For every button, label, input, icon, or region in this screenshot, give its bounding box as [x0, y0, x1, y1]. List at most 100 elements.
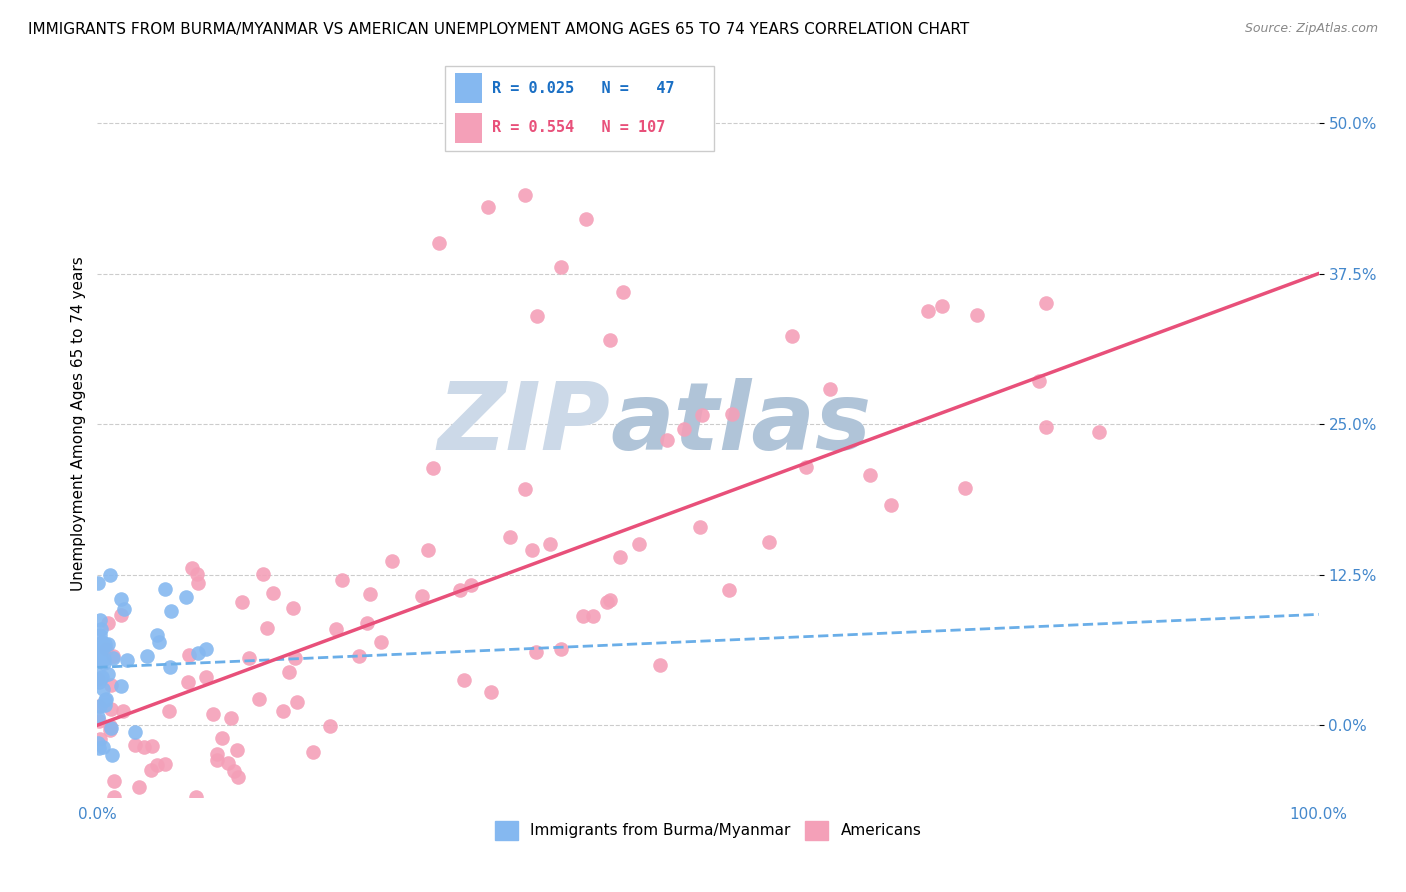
Point [86, 672, 108, 686]
Point [416, 543, 439, 558]
Point [449, 583, 471, 598]
Point [96, 691, 118, 706]
Point [370, 635, 392, 649]
Point [252, 567, 274, 582]
Point [157, 704, 180, 718]
Point [87, 675, 110, 690]
Point [89, 648, 111, 663]
Point [201, 707, 224, 722]
Point [609, 549, 631, 564]
Point [160, 604, 183, 618]
Point [550, 260, 572, 275]
Point [582, 609, 605, 624]
Point [931, 300, 953, 314]
Bar [456, 112, 482, 143]
Point [650, 658, 672, 673]
Point [256, 621, 278, 635]
Point [818, 382, 841, 396]
Point [93, 656, 115, 670]
Point [86, 668, 108, 682]
Point [966, 308, 988, 322]
Point [538, 537, 561, 551]
Point [231, 595, 253, 609]
Point [128, 780, 150, 795]
Point [575, 212, 598, 227]
Point [262, 586, 284, 600]
Point [657, 433, 679, 447]
Point [87, 736, 110, 750]
Point [195, 671, 218, 685]
Point [177, 675, 200, 690]
Text: IMMIGRANTS FROM BURMA/MYANMAR VS AMERICAN UNEMPLOYMENT AMONG AGES 65 TO 74 YEARS: IMMIGRANTS FROM BURMA/MYANMAR VS AMERICA… [28, 22, 969, 37]
Point [103, 774, 125, 789]
Point [325, 622, 347, 636]
Bar [456, 73, 482, 103]
Point [89, 732, 111, 747]
Point [90, 623, 112, 637]
Point [89, 672, 111, 686]
Legend: Immigrants from Burma/Myanmar, Americans: Immigrants from Burma/Myanmar, Americans [488, 815, 928, 846]
Point [499, 530, 522, 544]
Point [221, 711, 243, 725]
Text: R = 0.025   N =   47: R = 0.025 N = 47 [492, 80, 675, 95]
Point [599, 333, 621, 347]
Point [148, 635, 170, 649]
Point [91, 640, 114, 655]
Point [153, 582, 176, 596]
Point [176, 590, 198, 604]
Text: R = 0.554   N = 107: R = 0.554 N = 107 [492, 120, 665, 135]
Point [91, 739, 114, 754]
Point [859, 468, 882, 483]
Point [917, 303, 939, 318]
Point [89, 613, 111, 627]
Point [211, 731, 233, 745]
Point [100, 678, 122, 692]
Point [1028, 374, 1050, 388]
Point [93, 698, 115, 712]
Point [115, 652, 138, 666]
Y-axis label: Unemployment Among Ages 65 to 74 years: Unemployment Among Ages 65 to 74 years [72, 257, 86, 591]
Point [100, 722, 122, 736]
Point [247, 692, 270, 706]
Point [411, 590, 433, 604]
Point [98, 567, 121, 582]
Point [955, 481, 977, 495]
Point [224, 764, 246, 779]
Point [287, 695, 309, 709]
Point [347, 649, 370, 664]
Point [97, 667, 120, 681]
Point [596, 595, 619, 609]
Point [717, 582, 740, 597]
Point [758, 535, 780, 549]
Point [89, 698, 111, 713]
Point [218, 756, 240, 771]
Point [97, 637, 120, 651]
Point [124, 738, 146, 752]
Point [177, 648, 200, 662]
Point [87, 714, 110, 729]
Point [612, 285, 634, 299]
Point [1035, 420, 1057, 434]
Point [526, 309, 548, 323]
Point [207, 753, 229, 767]
Point [453, 673, 475, 687]
Point [100, 702, 122, 716]
Point [721, 407, 744, 421]
Point [91, 670, 114, 684]
Text: ZIP: ZIP [437, 378, 610, 470]
Point [1088, 425, 1111, 439]
Point [101, 648, 124, 663]
Point [460, 577, 482, 591]
Point [522, 542, 544, 557]
Point [94, 637, 117, 651]
Point [477, 200, 499, 214]
Point [271, 704, 294, 718]
Point [283, 600, 305, 615]
Point [89, 640, 111, 655]
Point [103, 651, 125, 665]
Point [111, 704, 134, 718]
Point [159, 660, 181, 674]
Point [187, 575, 209, 590]
Point [278, 665, 301, 680]
Point [690, 408, 713, 422]
